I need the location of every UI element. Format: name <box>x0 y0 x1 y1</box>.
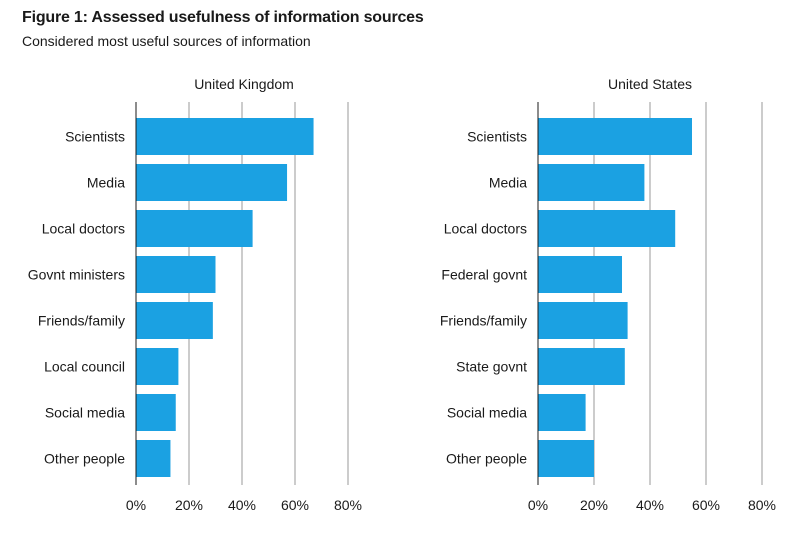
bar-media <box>538 164 645 201</box>
chart-panel-united-kingdom: United Kingdom Scientists Media Local docto… <box>28 76 362 513</box>
x-tick-label: 80% <box>334 497 362 513</box>
category-label: Govnt ministers <box>28 267 125 283</box>
bar-scientists <box>136 118 314 155</box>
x-tick-label: 0% <box>528 497 548 513</box>
bar-other-people <box>538 440 594 477</box>
x-tick-label: 60% <box>692 497 720 513</box>
panel-title: United States <box>608 76 692 92</box>
category-label: Scientists <box>467 129 527 145</box>
category-label: Federal govnt <box>441 267 527 283</box>
x-tick-label: 60% <box>281 497 309 513</box>
category-label: Media <box>87 175 125 191</box>
category-label: Other people <box>446 451 527 467</box>
bar-local-council <box>136 348 179 385</box>
figure-subtitle: Considered most useful sources of inform… <box>22 33 311 49</box>
x-tick-label: 20% <box>175 497 203 513</box>
bar-state-govnt <box>538 348 625 385</box>
category-label: Friends/family <box>440 313 527 329</box>
category-label: Social media <box>45 405 125 421</box>
bar-local-doctors <box>136 210 253 247</box>
category-label: Friends/family <box>38 313 125 329</box>
bar-friends-family <box>136 302 213 339</box>
bar-other-people <box>136 440 171 477</box>
bar-friends-family <box>538 302 628 339</box>
bar-scientists <box>538 118 692 155</box>
x-tick-label: 20% <box>580 497 608 513</box>
x-tick-label: 80% <box>748 497 776 513</box>
category-label: Social media <box>447 405 527 421</box>
x-tick-label: 0% <box>126 497 146 513</box>
category-label: Media <box>489 175 527 191</box>
category-label: State govnt <box>456 359 527 375</box>
category-label: Local council <box>44 359 125 375</box>
category-label: Scientists <box>65 129 125 145</box>
bar-media <box>136 164 288 201</box>
category-label: Local doctors <box>444 221 527 237</box>
bar-local-doctors <box>538 210 676 247</box>
bar-social-media <box>136 394 176 431</box>
bar-federal-govnt <box>538 256 622 293</box>
bar-social-media <box>538 394 586 431</box>
category-label: Other people <box>44 451 125 467</box>
x-tick-label: 40% <box>636 497 664 513</box>
x-tick-label: 40% <box>228 497 256 513</box>
category-label: Local doctors <box>42 221 125 237</box>
bar-govnt-ministers <box>136 256 216 293</box>
chart-panel-united-states: United States Scientists Media Local doctor… <box>440 76 776 513</box>
figure-title: Figure 1: Assessed usefulness of informa… <box>22 9 424 26</box>
panel-title: United Kingdom <box>194 76 294 92</box>
